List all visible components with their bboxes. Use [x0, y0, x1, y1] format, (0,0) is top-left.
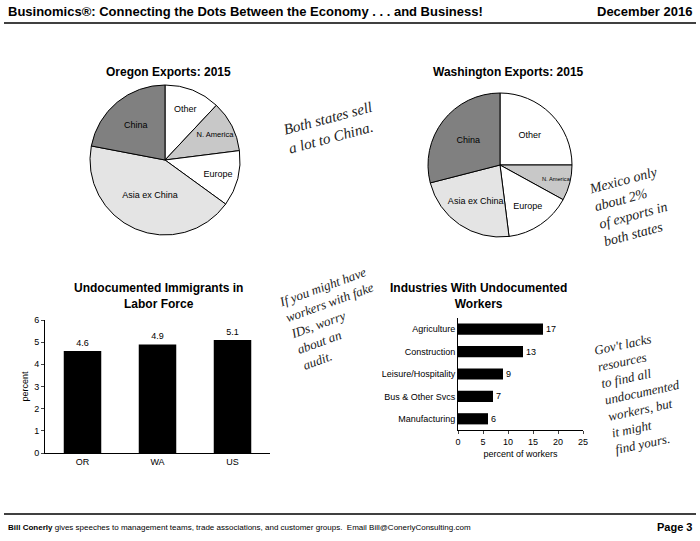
svg-text:4.6: 4.6	[76, 338, 89, 348]
svg-text:Construction: Construction	[405, 347, 456, 357]
svg-text:US: US	[226, 457, 239, 467]
svg-text:13: 13	[526, 347, 536, 357]
svg-text:Undocumented Immigrants inLabo: Undocumented Immigrants inLabor Force	[74, 281, 243, 311]
svg-text:7: 7	[496, 391, 501, 401]
svg-text:Asia ex China: Asia ex China	[122, 190, 178, 200]
svg-text:1: 1	[34, 426, 39, 436]
svg-text:Mexico onlyabout 2%of exports: Mexico onlyabout 2%of exports inboth sta…	[587, 164, 674, 250]
svg-text:4: 4	[34, 359, 39, 369]
svg-text:5: 5	[480, 437, 485, 447]
svg-text:0: 0	[34, 448, 39, 458]
svg-text:percent: percent	[20, 371, 30, 402]
svg-text:China: China	[124, 120, 148, 130]
svg-text:6: 6	[34, 315, 39, 325]
svg-text:Both states sella lot to China: Both states sella lot to China.	[282, 99, 379, 157]
svg-text:China: China	[456, 135, 480, 145]
svg-text:Asia ex China: Asia ex China	[448, 196, 504, 206]
svg-text:9: 9	[506, 369, 511, 379]
svg-text:5: 5	[34, 337, 39, 347]
svg-text:Europe: Europe	[204, 169, 233, 179]
svg-text:6: 6	[491, 414, 496, 424]
svg-text:N. America: N. America	[542, 176, 571, 182]
svg-text:N. America: N. America	[196, 130, 234, 139]
svg-text:Agriculture: Agriculture	[412, 324, 455, 334]
svg-text:Manufacturing: Manufacturing	[398, 414, 455, 424]
svg-text:Bus & Other Svcs: Bus & Other Svcs	[384, 392, 456, 402]
svg-text:Other: Other	[174, 104, 197, 114]
svg-text:20: 20	[553, 437, 563, 447]
svg-text:2: 2	[34, 404, 39, 414]
svg-text:Bill Conerly gives speeches to: Bill Conerly gives speeches to managemen…	[8, 523, 471, 532]
svg-text:Businomics®: Connecting the Do: Businomics®: Connecting the Dots Between…	[8, 4, 483, 19]
svg-text:Page 3: Page 3	[657, 521, 692, 533]
svg-text:percent of workers: percent of workers	[483, 449, 558, 459]
svg-text:10: 10	[503, 437, 513, 447]
svg-text:Oregon Exports: 2015: Oregon Exports: 2015	[106, 65, 231, 79]
svg-text:3: 3	[34, 382, 39, 392]
svg-text:Other: Other	[519, 130, 542, 140]
svg-text:OR: OR	[76, 457, 90, 467]
svg-text:Washington Exports: 2015: Washington Exports: 2015	[433, 65, 584, 79]
svg-text:Leisure/Hospitality: Leisure/Hospitality	[382, 369, 456, 379]
svg-text:Industries With UndocumentedWo: Industries With UndocumentedWorkers	[390, 281, 567, 311]
svg-text:If you might haveworkers with: If you might haveworkers with fakeIDs, w…	[277, 264, 393, 374]
svg-text:17: 17	[546, 324, 556, 334]
svg-text:15: 15	[528, 437, 538, 447]
svg-text:5.1: 5.1	[226, 327, 239, 337]
svg-text:0: 0	[455, 437, 460, 447]
svg-text:4.9: 4.9	[151, 331, 164, 341]
svg-text:25: 25	[578, 437, 588, 447]
svg-text:Gov't lacksresourcesto find al: Gov't lacksresourcesto find allundocumen…	[593, 327, 692, 457]
svg-text:Europe: Europe	[513, 201, 542, 211]
svg-text:December 2016: December 2016	[597, 4, 692, 19]
svg-text:WA: WA	[150, 457, 164, 467]
